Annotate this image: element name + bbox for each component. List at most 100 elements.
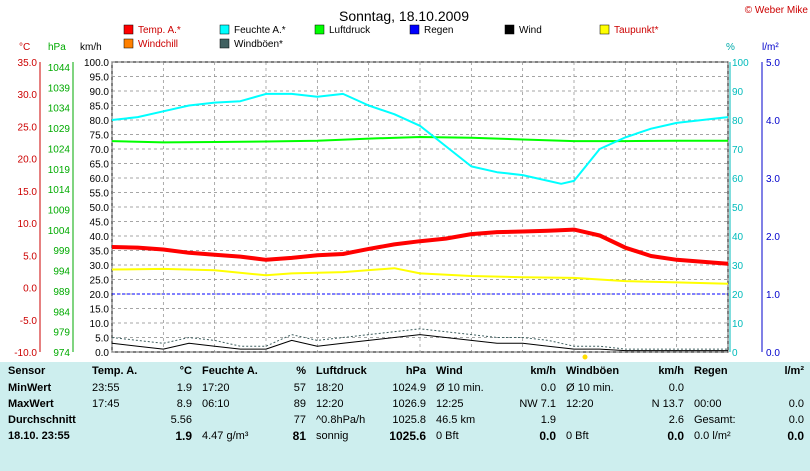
- humidity-tick-label: 0: [732, 348, 738, 359]
- wind-tick-label: 30.0: [90, 261, 110, 272]
- stats-cell: 77: [293, 414, 306, 426]
- wind-tick-label: 90.0: [90, 87, 110, 98]
- pressure-tick-label: 1039: [48, 83, 71, 94]
- pressure-tick-label: 999: [53, 246, 70, 257]
- pressure-tick-label: 974: [53, 348, 70, 359]
- legend-label: Temp. A.*: [138, 25, 181, 36]
- stats-cell: 0.0: [750, 428, 810, 444]
- wind-tick-label: 75.0: [90, 131, 110, 142]
- stats-cell: 89: [293, 398, 306, 410]
- stats-cell: 0.0 l/m²: [690, 428, 750, 444]
- legend-swatch-icon: [219, 38, 230, 49]
- pressure-tick-label: 1034: [48, 104, 71, 115]
- rain-tick-label: 3.0: [766, 174, 780, 185]
- humidity-tick-label: 40: [732, 232, 744, 243]
- series-line-luftdruck: [111, 136, 728, 144]
- pressure-tick-label: 979: [53, 328, 70, 339]
- rain-tick-label: 4.0: [766, 116, 780, 127]
- temp-tick-label: 10.0: [18, 219, 38, 230]
- humidity-tick-label: 100: [732, 58, 749, 69]
- stats-header-cell: °C: [179, 365, 192, 377]
- chart-title: Sonntag, 18.10.2009: [339, 8, 469, 24]
- stats-cell: [690, 380, 750, 396]
- humidity-tick-label: 70: [732, 145, 744, 156]
- wind-tick-label: 100.0: [84, 58, 109, 69]
- wind-unit-label: km/h: [80, 42, 102, 53]
- legend-swatch-icon: [219, 24, 230, 35]
- temp-tick-label: 30.0: [18, 90, 38, 101]
- stats-header-cell: Windböen: [566, 365, 620, 377]
- chart-legend: Temp. A.* Feuchte A.* Luftdruck Regen Wind Ta…: [123, 24, 659, 50]
- temp-tick-label: 0.0: [23, 284, 37, 295]
- wind-tick-label: 0.0: [95, 348, 109, 359]
- stats-header-cell: Sensor: [8, 365, 46, 377]
- wind-tick-label: 95.0: [90, 73, 110, 84]
- stats-cell: 81: [274, 428, 312, 444]
- stats-header-cell: l/m²: [784, 365, 804, 377]
- stats-cell: 1.9: [176, 382, 192, 394]
- stats-cell: 0.0: [540, 382, 556, 394]
- pressure-tick-label: 1044: [48, 63, 71, 74]
- stats-cell: 0.0: [788, 398, 804, 410]
- stats-row: Durchschnitt 5.56 77 ^0.8hPa/h 1025.8 46.5 km…: [0, 412, 810, 428]
- stats-cell: MinWert: [8, 382, 52, 394]
- statistics-table: Sensor Temp. A. °C Feuchte A.% Luftdruck hPa W…: [0, 362, 810, 444]
- wind-tick-label: 85.0: [90, 102, 110, 113]
- stats-cell: 12:20: [316, 398, 344, 410]
- stats-cell: Ø 10 min.: [566, 382, 614, 394]
- series-line-taupunkt: [111, 267, 729, 285]
- legend-swatch-icon: [409, 24, 420, 35]
- stats-cell: 1025.6: [378, 428, 432, 444]
- stats-cell: 1024.9: [392, 382, 426, 394]
- stats-cell: ^0.8hPa/h: [316, 414, 366, 426]
- stats-cell: [750, 380, 810, 396]
- humidity-tick-label: 90: [732, 87, 744, 98]
- stats-cell: 0 Bft: [432, 428, 502, 444]
- stats-cell: Gesamt:: [694, 414, 736, 426]
- stats-cell: [88, 412, 156, 428]
- stats-cell: [88, 428, 156, 444]
- stats-header-row: Sensor Temp. A. °C Feuchte A.% Luftdruck hPa W…: [0, 362, 810, 380]
- stats-cell: 0.0: [668, 382, 684, 394]
- pressure-tick-label: 1019: [48, 165, 71, 176]
- stats-cell: 23:55: [92, 382, 120, 394]
- stats-cell: Ø 10 min.: [436, 382, 484, 394]
- stats-cell: 0.0: [634, 428, 690, 444]
- legend-swatch-icon: [314, 24, 325, 35]
- stats-cell: Durchschnitt: [8, 414, 76, 426]
- legend-label: Regen: [424, 25, 453, 36]
- stats-cell: 57: [293, 382, 306, 394]
- pressure-tick-label: 984: [53, 307, 70, 318]
- stats-cell: 0 Bft: [562, 428, 634, 444]
- pressure-tick-label: 1014: [48, 185, 71, 196]
- pressure-tick-label: 1009: [48, 206, 71, 217]
- wind-tick-label: 65.0: [90, 160, 110, 171]
- stats-row: MinWert 23:55 1.9 17:20 57 18:20 1024.9 Ø 10 mi…: [0, 380, 810, 396]
- axis-units: °C hPa km/h% l/m²: [19, 42, 779, 53]
- stats-header-cell: km/h: [530, 365, 556, 377]
- pressure-tick-label: 1029: [48, 124, 71, 135]
- humidity-tick-label: 60: [732, 174, 744, 185]
- pressure-tick-label: 989: [53, 287, 70, 298]
- stats-header-cell: km/h: [658, 365, 684, 377]
- temp-tick-label: 35.0: [18, 58, 38, 69]
- stats-cell: 00:00: [694, 398, 722, 410]
- temp-tick-label: -5.0: [20, 316, 38, 327]
- stats-header-cell: Temp. A.: [92, 365, 138, 377]
- wind-tick-label: 60.0: [90, 174, 110, 185]
- legend-swatch-icon: [123, 24, 134, 35]
- stats-cell: 0.0: [788, 414, 804, 426]
- stats-cell: 12:20: [566, 398, 594, 410]
- series-line-windb-en: [111, 328, 728, 350]
- stats-cell: MaxWert: [8, 398, 54, 410]
- legend-label: Windchill: [138, 39, 178, 50]
- stats-cell: N 13.7: [651, 398, 684, 410]
- temp-tick-label: 25.0: [18, 122, 38, 133]
- wind-tick-label: 70.0: [90, 145, 110, 156]
- wind-tick-label: 15.0: [90, 305, 110, 316]
- legend-swatch-icon: [599, 24, 610, 35]
- stats-header-cell: Wind: [436, 365, 463, 377]
- stats-cell: 2.6: [668, 414, 684, 426]
- rain-tick-label: 1.0: [766, 290, 780, 301]
- statistics-panel: Sensor Temp. A. °C Feuchte A.% Luftdruck hPa W…: [0, 362, 810, 471]
